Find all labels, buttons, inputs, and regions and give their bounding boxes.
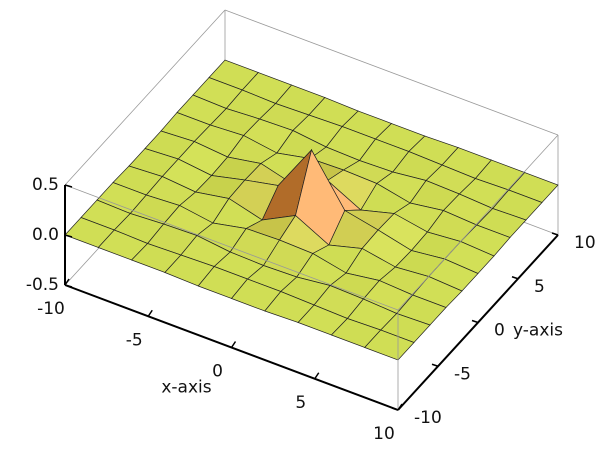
z-tick-label: 0.5: [32, 175, 59, 195]
surface: [64, 59, 559, 361]
y-tick-label: 10: [574, 233, 596, 253]
z-tick: [64, 234, 73, 238]
y-tick-label: 0: [494, 321, 505, 341]
y-tick-label: -5: [454, 364, 471, 384]
y-tick-label: 5: [534, 277, 545, 297]
box-edge: [224, 9, 559, 136]
y-tick-label: -10: [414, 408, 442, 428]
y-tick: [471, 319, 479, 324]
y-axis-label: y-axis: [513, 321, 563, 341]
x-tick: [314, 372, 320, 380]
x-axis-label: x-axis: [161, 378, 211, 398]
z-tick: [64, 284, 73, 288]
x-tick: [397, 403, 403, 411]
y-tick: [511, 276, 519, 280]
x-tick-label: -10: [37, 299, 65, 319]
box-edge: [397, 134, 559, 311]
x-tick-label: -5: [126, 330, 143, 350]
x-tick: [230, 341, 237, 348]
x-tick-label: 0: [212, 362, 223, 382]
x-tick-label: 10: [373, 424, 395, 444]
z-tick-label: 0.0: [32, 225, 59, 245]
z-tick-label: -0.5: [26, 275, 59, 295]
x-tick-label: 5: [295, 393, 306, 413]
y-tick: [551, 232, 559, 236]
surface-patch: [364, 329, 415, 361]
y-tick: [431, 363, 439, 367]
y-tick: [391, 407, 399, 411]
box-edge: [64, 184, 399, 311]
x-tick: [147, 309, 153, 317]
axes: -10 -5 0 5 10 -10 -5 0 5 10 -0.5 0.0 0.5 x-axis y-axis: [26, 134, 596, 444]
box-edge: [64, 9, 226, 186]
z-tick: [64, 184, 73, 188]
x-tick: [64, 278, 70, 286]
